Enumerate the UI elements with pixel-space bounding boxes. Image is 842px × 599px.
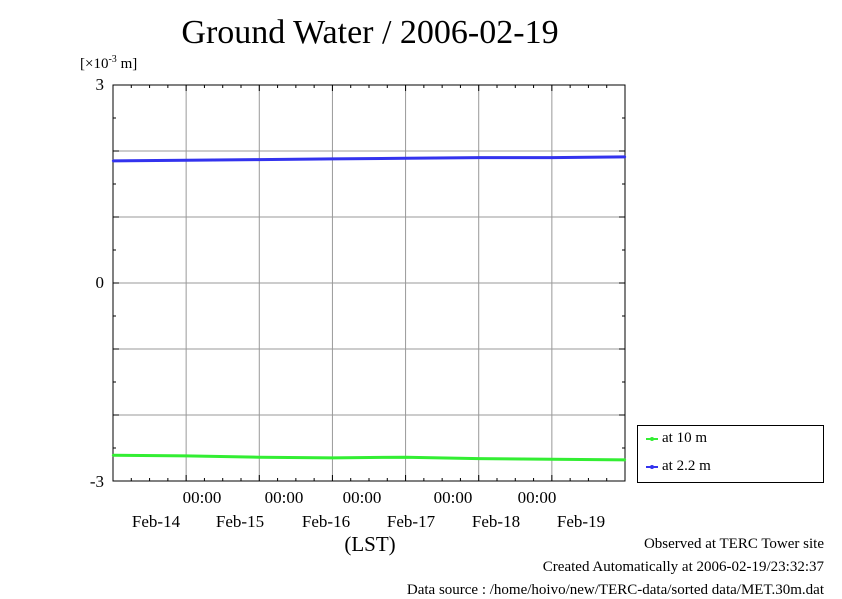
series-line-1 bbox=[112, 155, 626, 163]
data-point bbox=[623, 155, 627, 159]
x-tick-date: Feb-18 bbox=[471, 512, 521, 531]
legend-label: at 10 m bbox=[662, 430, 707, 446]
footer-source: Data source : /home/hoivo/new/TERC-data/… bbox=[406, 582, 824, 598]
legend-swatch-blue bbox=[646, 464, 658, 469]
data-point bbox=[184, 159, 188, 162]
x-tick-time: 00:00 bbox=[342, 488, 382, 507]
y-unit-exponent: -3 bbox=[108, 54, 117, 65]
footer-observed: Observed at TERC Tower site bbox=[643, 536, 824, 552]
x-tick-date: Feb-19 bbox=[556, 512, 606, 531]
data-point bbox=[111, 454, 115, 457]
y-unit-prefix: [×10 bbox=[80, 56, 109, 72]
data-point bbox=[477, 457, 480, 460]
data-point bbox=[331, 157, 334, 161]
y-tick-label-zero: 0 bbox=[95, 273, 105, 292]
data-point bbox=[184, 454, 188, 458]
x-axis-label: (LST) bbox=[344, 532, 396, 556]
data-point bbox=[258, 456, 261, 459]
x-tick-time: 00:00 bbox=[264, 488, 304, 507]
data-point bbox=[550, 156, 554, 159]
x-tick-date: Feb-15 bbox=[215, 512, 265, 531]
chart-title: Ground Water / 2006-02-19 bbox=[181, 14, 559, 51]
data-point bbox=[331, 456, 334, 460]
data-point bbox=[111, 159, 115, 163]
legend-item-2-2m: at 2.2 m bbox=[646, 458, 711, 475]
data-point bbox=[550, 458, 554, 461]
y-unit-suffix: m] bbox=[116, 56, 138, 72]
footer-created: Created Automatically at 2006-02-19/23:3… bbox=[542, 559, 824, 575]
x-tick-time: 00:00 bbox=[433, 488, 473, 507]
data-point bbox=[258, 158, 261, 161]
data-point bbox=[623, 458, 627, 462]
x-tick-date: Feb-14 bbox=[131, 512, 181, 531]
data-point bbox=[477, 156, 480, 159]
legend-label: at 2.2 m bbox=[662, 458, 711, 474]
x-tick-time: 00:00 bbox=[182, 488, 222, 507]
data-point bbox=[404, 456, 407, 459]
data-point bbox=[404, 157, 407, 160]
legend-item-10m: at 10 m bbox=[646, 430, 707, 447]
y-unit-label: [×10-3 m] bbox=[80, 54, 137, 73]
x-tick-date: Feb-17 bbox=[386, 512, 436, 531]
x-tick-date: Feb-16 bbox=[301, 512, 351, 531]
x-tick-time: 00:00 bbox=[517, 488, 557, 507]
legend-swatch-green bbox=[646, 436, 658, 441]
y-tick-label-bottom: -3 bbox=[89, 472, 104, 491]
series-line-0 bbox=[112, 453, 626, 462]
y-tick-label-top: 3 bbox=[95, 75, 105, 94]
legend: at 10 m at 2.2 m bbox=[637, 425, 824, 483]
